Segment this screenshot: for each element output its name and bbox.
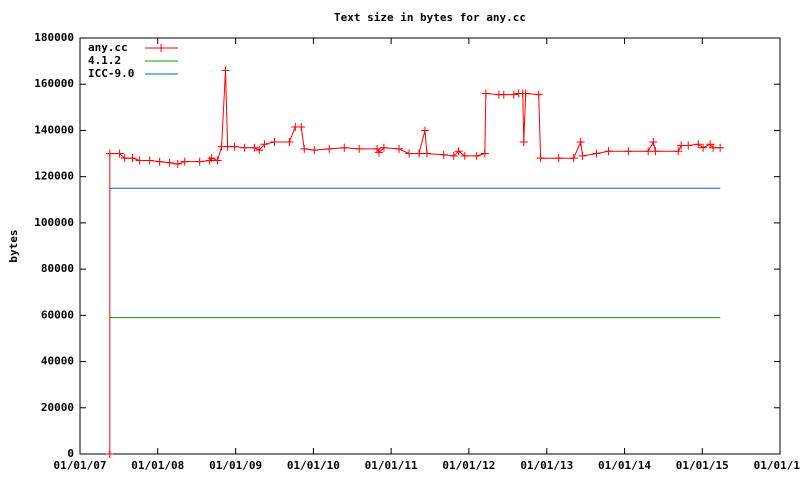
point-marker [207,154,216,163]
point-marker [569,154,578,163]
point-marker [270,138,279,146]
point-marker [340,143,349,152]
point-marker [521,89,530,98]
point-marker [250,143,259,152]
point-marker [499,90,508,99]
point-marker [509,90,518,99]
point-marker [694,140,703,149]
point-marker [644,147,653,156]
y-tick-label: 100000 [34,216,74,229]
y-tick-label: 180000 [34,31,74,44]
point-marker [554,154,563,163]
point-marker [180,157,189,166]
x-tick-label: 01/01/08 [131,459,184,472]
point-marker [213,156,222,165]
legend-label: ICC-9.0 [88,67,134,80]
point-marker [395,144,404,153]
point-marker [260,140,269,149]
point-marker [460,151,469,160]
point-marker [379,143,388,152]
point-marker [120,154,129,163]
point-marker [449,151,458,160]
y-tick-label: 80000 [41,262,74,275]
point-marker [454,147,463,156]
chart-title: Text size in bytes for any.cc [334,11,526,24]
point-marker [135,156,144,165]
y-tick-label: 20000 [41,401,74,414]
legend-marker [157,44,165,52]
point-marker [519,138,528,146]
point-marker [624,147,633,156]
point-marker [230,142,239,151]
y-axis-label: bytes [7,229,20,262]
point-marker [195,157,204,166]
point-marker [534,90,543,99]
point-marker [674,147,683,156]
point-marker [651,147,660,156]
point-marker [165,158,174,167]
point-marker [155,157,164,166]
point-marker [415,149,424,158]
point-marker [310,146,319,155]
x-tick-label: 01/01/1 [754,459,800,472]
plot-frame [79,37,781,455]
x-tick-label: 01/01/07 [54,459,107,472]
point-marker [480,149,489,158]
point-marker [173,159,182,168]
point-marker [472,151,481,160]
point-marker [221,66,230,75]
x-tick-label: 01/01/11 [365,459,418,472]
legend-label: 4.1.2 [88,54,121,67]
y-tick-label: 60000 [41,308,74,321]
y-tick-label: 120000 [34,170,74,183]
x-tick-label: 01/01/13 [520,459,573,472]
point-marker [255,146,264,155]
point-marker [223,142,232,151]
point-marker [604,147,613,156]
point-marker [105,450,114,458]
point-marker [709,143,718,152]
y-tick-label: 0 [67,447,74,460]
y-tick-label: 40000 [41,355,74,368]
x-tick-label: 01/01/15 [676,459,729,472]
point-marker [481,89,490,98]
point-marker [128,154,137,163]
y-tick-label: 140000 [34,123,74,136]
point-marker [536,154,545,163]
point-marker [420,126,429,135]
point-marker [145,156,154,165]
point-marker [297,122,306,131]
point-marker [716,143,725,152]
point-marker [677,141,686,150]
y-tick-label: 160000 [34,77,74,90]
legend-label: any.cc [88,41,128,54]
x-tick-label: 01/01/14 [598,459,651,472]
point-marker [405,149,414,158]
point-marker [240,143,249,152]
point-marker [592,149,601,158]
point-marker [578,151,587,160]
point-marker [422,149,431,158]
point-marker [300,144,309,153]
point-marker [374,148,383,157]
x-tick-label: 01/01/10 [287,459,340,472]
point-marker [649,138,658,146]
point-marker [684,141,693,150]
point-marker [355,144,364,153]
point-marker [576,138,585,146]
point-marker [699,143,708,152]
series-line [109,70,721,454]
point-marker [105,149,114,158]
point-marker [115,149,124,158]
point-marker [439,150,448,159]
point-marker [373,144,382,153]
point-marker [285,138,294,146]
x-tick-label: 01/01/12 [442,459,495,472]
x-tick-label: 01/01/09 [209,459,262,472]
point-marker [325,144,334,153]
